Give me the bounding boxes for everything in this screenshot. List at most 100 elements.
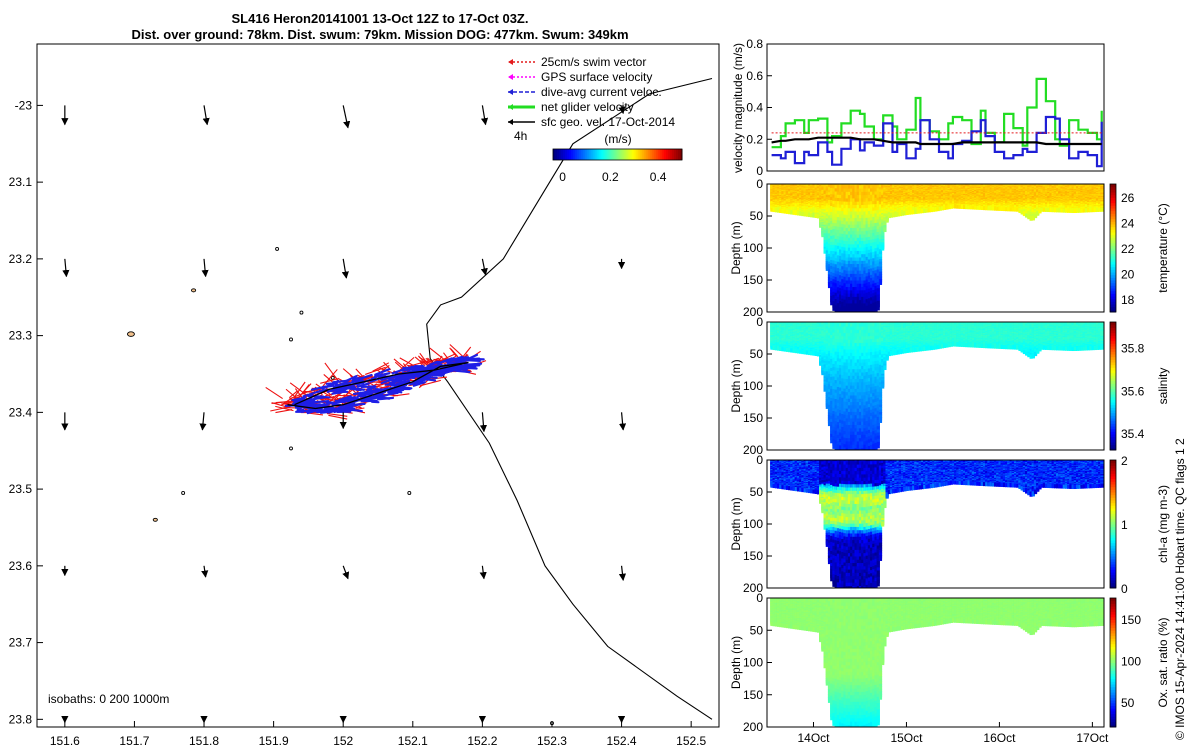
section-cell <box>770 207 774 212</box>
reef-outline-4 <box>299 310 304 315</box>
current-vector <box>384 382 396 386</box>
colorbar-cell <box>569 149 572 160</box>
section-cell <box>969 205 973 210</box>
legend-label-4: sfc geo. vel. 17-Oct-2014 <box>541 115 675 129</box>
swim-vector <box>320 378 338 384</box>
section-cell <box>834 305 838 312</box>
scale-label: 4h <box>514 129 527 143</box>
colorbar-cell <box>677 149 681 160</box>
colorbar-cell <box>645 149 649 160</box>
reef-outline-5 <box>289 337 293 342</box>
section-cell <box>856 310 860 312</box>
current-vector <box>330 388 343 393</box>
colorbar-cell <box>555 149 558 160</box>
swim-vector <box>328 413 348 417</box>
section-cell <box>827 282 832 289</box>
section-cell <box>841 308 845 312</box>
colorbar-cell <box>589 149 592 160</box>
current-vector <box>391 368 406 375</box>
current-vector <box>453 369 471 374</box>
colorbar-cell <box>577 149 580 160</box>
colorbar-cell <box>565 149 568 160</box>
colorbar-cell <box>579 149 582 160</box>
geo-velocity-arrow <box>342 565 350 580</box>
swim-vector <box>265 386 283 400</box>
current-vector <box>454 356 464 361</box>
current-vector <box>338 385 352 390</box>
colorbar-cell <box>591 149 594 160</box>
section-cell <box>985 206 989 211</box>
current-vector <box>350 379 364 384</box>
colorbar-cell <box>663 149 667 160</box>
geo-velocity-arrow <box>480 258 488 276</box>
section-cell <box>843 309 847 312</box>
legend-arrowhead-2 <box>508 89 513 95</box>
section-cell <box>810 213 814 218</box>
current-vector <box>332 379 349 384</box>
section-cell <box>927 208 931 213</box>
reef-outline-1 <box>191 288 197 293</box>
current-vector <box>395 374 405 379</box>
legend-arrowhead-4 <box>508 119 513 125</box>
colorbar-cell <box>611 149 614 160</box>
map-y-tick-label: 23.8 <box>9 712 33 726</box>
section-cell <box>914 209 918 214</box>
section-cell <box>980 205 984 211</box>
section-cell <box>858 306 863 312</box>
figure-title-line1: SL416 Heron20141001 13-Oct 12Z to 17-Oct… <box>0 11 760 27</box>
section-cell <box>894 212 898 217</box>
current-vector <box>463 353 479 362</box>
colorbar-cell <box>605 149 608 160</box>
section-cell <box>974 205 978 210</box>
colorbar-cell <box>573 149 576 160</box>
glider-track-line <box>287 361 469 410</box>
map-y-tick-label: 23.1 <box>9 175 33 189</box>
section-cell <box>790 210 794 215</box>
colorbar-cell <box>629 149 633 160</box>
current-vector <box>388 379 402 385</box>
section-cell <box>830 298 834 306</box>
colorbar-cell <box>585 149 588 160</box>
current-vector <box>466 362 483 366</box>
current-vector <box>327 408 344 413</box>
section-cell <box>936 207 940 212</box>
section-cell <box>949 204 953 209</box>
colorbar-tick-label: 0.4 <box>650 170 667 184</box>
current-vector <box>391 375 409 383</box>
current-vector <box>382 391 396 398</box>
map-x-tick-label: 151.8 <box>189 734 219 748</box>
colorbar-cell <box>571 149 574 160</box>
section-cell <box>965 205 969 210</box>
legend-arrowhead-3 <box>508 104 513 110</box>
map-contents <box>61 77 713 726</box>
section-cell <box>976 205 980 210</box>
swim-vector <box>419 379 441 387</box>
colorbar-cell <box>595 149 598 160</box>
map-x-tick-label: 151.7 <box>119 734 149 748</box>
section-cell <box>940 206 945 211</box>
current-vector <box>374 368 391 376</box>
velocity-series-2 <box>771 136 1102 146</box>
section-cell <box>885 218 889 223</box>
colorbar-cell <box>649 149 653 160</box>
swim-vector <box>288 390 298 399</box>
section-cell <box>821 232 825 238</box>
reef-outline-0 <box>127 331 135 337</box>
colorbar-cell <box>625 149 629 160</box>
section-cell <box>925 208 929 213</box>
current-vector <box>320 401 332 408</box>
current-vector <box>394 379 407 386</box>
section-cell <box>803 212 807 217</box>
map-y-tick-label: -23 <box>15 98 33 112</box>
map-x-tick-label: 151.6 <box>50 734 80 748</box>
map-x-tick-label: 152 <box>333 734 353 748</box>
section-cell <box>863 309 867 312</box>
section-cell <box>856 306 860 312</box>
section-cell <box>805 212 809 217</box>
current-vector <box>291 396 307 402</box>
colorbar-cell <box>583 149 586 160</box>
current-vector <box>296 404 307 411</box>
current-vector <box>370 373 383 381</box>
current-vector <box>296 408 305 412</box>
